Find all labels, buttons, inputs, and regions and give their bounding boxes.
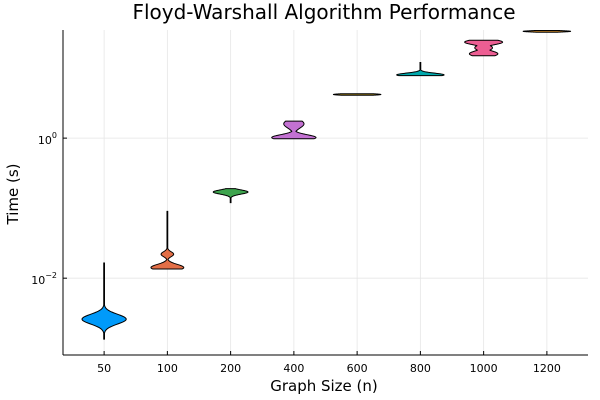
violin-1000 — [464, 39, 504, 57]
x-tick-label: 400 — [283, 362, 304, 375]
violin-50 — [81, 262, 127, 340]
x-tick-label: 600 — [347, 362, 368, 375]
y-tick-label: 100 — [38, 131, 57, 147]
violin-400 — [271, 120, 317, 140]
chart-title: Floyd-Warshall Algorithm Performance — [132, 0, 515, 24]
axes: 50 100 200 400 600 800 1000 1200 10−2 100 — [31, 30, 588, 375]
x-tick-label: 800 — [410, 362, 431, 375]
grid-lines — [63, 30, 588, 355]
x-axis-label: Graph Size (n) — [270, 377, 378, 395]
y-axis-label: Time (s) — [4, 164, 22, 226]
x-tick-label: 1200 — [533, 362, 561, 375]
violins — [81, 29, 572, 340]
x-tick-label: 100 — [157, 362, 178, 375]
violin-200 — [212, 188, 249, 204]
x-tick-label: 1000 — [470, 362, 498, 375]
violin-800 — [396, 62, 445, 77]
y-tick-label: 10−2 — [31, 271, 57, 287]
violin-600 — [332, 93, 382, 96]
x-tick-label: 200 — [220, 362, 241, 375]
violin-100 — [150, 210, 185, 270]
violin-1200 — [522, 29, 572, 33]
x-tick-label: 50 — [97, 362, 111, 375]
